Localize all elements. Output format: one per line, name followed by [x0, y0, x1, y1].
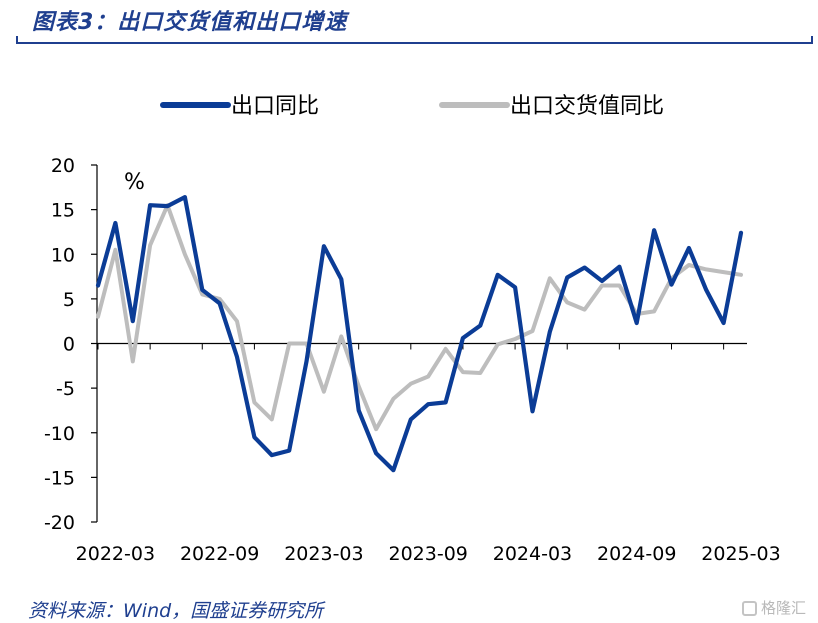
legend-label-delivery: 出口交货值同比: [510, 94, 664, 119]
y-tick-label: -10: [44, 423, 75, 445]
header-rule-end-left: [16, 36, 18, 44]
series-layer: [95, 195, 744, 473]
legend: 出口同比 出口交货值同比: [160, 94, 664, 119]
header-rule-end-right: [811, 36, 813, 44]
line-chart: 出口同比 出口交货值同比 % 20151050-5-10-15-202022-0…: [44, 94, 781, 565]
x-tick-label: 2024-09: [597, 543, 676, 565]
x-tick-label: 2023-09: [388, 543, 467, 565]
y-tick-label: 10: [51, 244, 75, 266]
chart-title: 图表3：出口交货值和出口增速: [32, 10, 348, 35]
x-tick-label: 2023-03: [284, 543, 363, 565]
y-tick-label: 20: [51, 155, 75, 177]
y-tick-label: 5: [63, 289, 75, 311]
unit-label: %: [124, 170, 145, 195]
watermark-logo: 格隆汇: [742, 597, 806, 618]
header-rule: [16, 42, 813, 44]
logo-icon: [742, 601, 757, 616]
y-tick-label: -5: [56, 378, 75, 400]
y-tick-label: -20: [44, 512, 75, 534]
legend-label-export: 出口同比: [231, 94, 319, 119]
x-tick-label: 2025-03: [701, 543, 780, 565]
source-note: 资料来源：Wind，国盛证券研究所: [28, 600, 324, 622]
x-tick-label: 2022-03: [76, 543, 155, 565]
x-tick-label: 2022-09: [180, 543, 259, 565]
y-tick-label: -15: [44, 467, 75, 489]
x-tick-label: 2024-03: [493, 543, 572, 565]
series-line-export: [95, 195, 744, 473]
y-tick-label: 0: [63, 334, 75, 356]
logo-text: 格隆汇: [761, 599, 807, 617]
y-tick-label: 15: [51, 200, 75, 222]
